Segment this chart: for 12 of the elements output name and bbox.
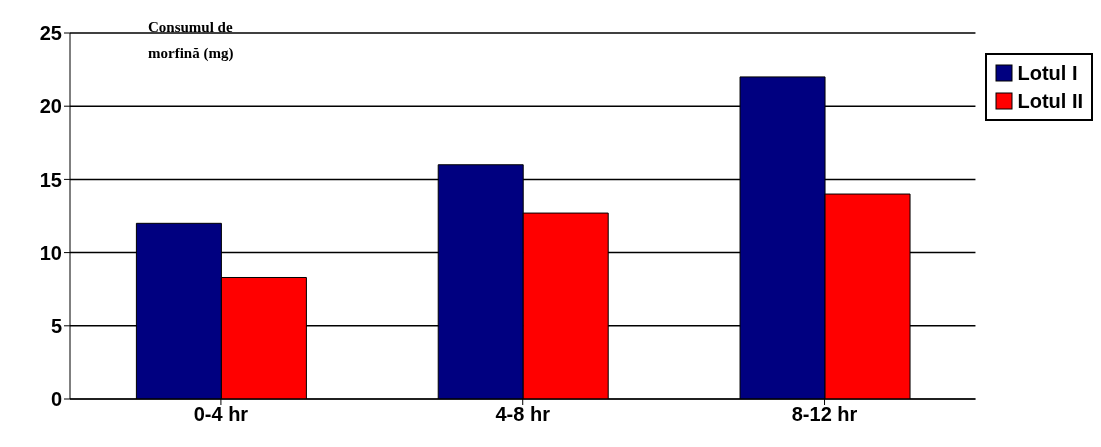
legend-label: Lotul I [1017,61,1078,86]
y-tick-label: 10 [39,241,62,264]
x-tick-label: 0-4 hr [193,403,249,426]
x-tick-label: 8-12 hr [791,403,858,426]
y-tick-label: 15 [39,168,62,191]
y-tick-label: 25 [39,22,62,45]
y-tick-label: 20 [39,95,62,118]
y-tick-label: 0 [50,388,62,411]
y-tick-label: 5 [50,314,62,337]
y-axis-title: Consumul de morfină (mg) [148,18,235,63]
legend-label: Lotul II [1017,89,1083,114]
x-tick-label: 4-8 hr [495,403,551,426]
